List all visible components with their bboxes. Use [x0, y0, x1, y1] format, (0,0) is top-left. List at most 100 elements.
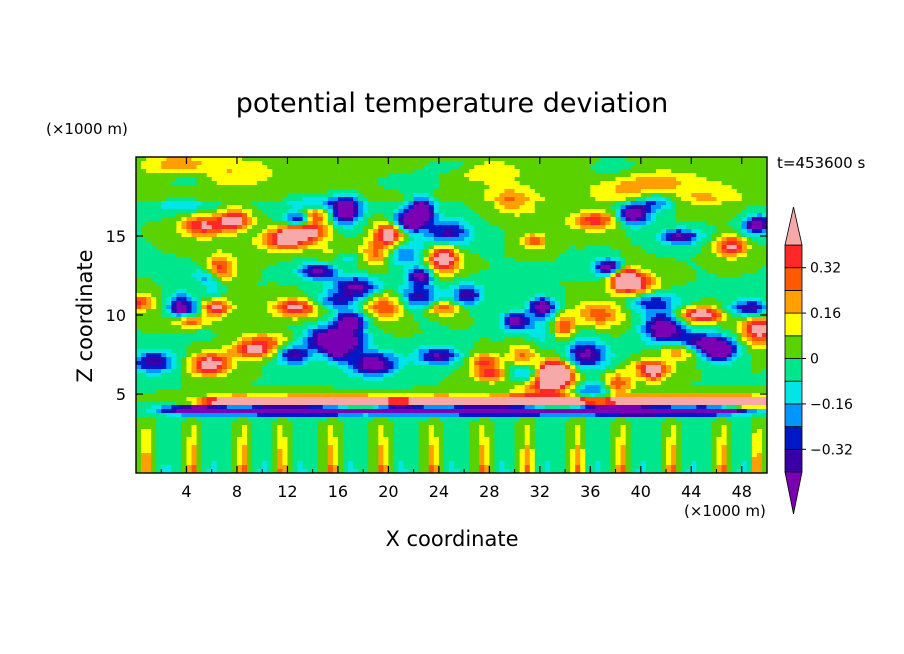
field-cell — [267, 177, 273, 182]
field-cell — [560, 241, 566, 246]
field-cell — [322, 241, 329, 246]
field-cell — [358, 225, 364, 230]
field-cell — [141, 273, 147, 278]
field-cell — [272, 253, 278, 258]
field-cell — [307, 269, 314, 274]
field-cell — [353, 225, 359, 230]
field-cell — [287, 209, 293, 214]
field-cell — [332, 285, 339, 290]
field-cell — [615, 257, 622, 262]
field-cell — [186, 213, 192, 218]
field-cell — [378, 181, 384, 186]
field-cell — [539, 169, 546, 174]
field-cell — [231, 165, 238, 170]
field-cell — [226, 277, 233, 282]
field-cell — [348, 169, 354, 174]
field-cell — [292, 241, 298, 246]
field-cell — [176, 289, 182, 294]
field-cell — [196, 309, 203, 314]
field-cell — [681, 189, 687, 194]
field-cell — [565, 165, 571, 170]
field-cell — [196, 185, 203, 190]
field-cell — [221, 281, 228, 286]
field-cell — [332, 229, 339, 234]
field-cell — [469, 225, 475, 230]
field-cell — [655, 269, 662, 274]
field-cell — [257, 273, 263, 278]
field-cell — [761, 177, 767, 182]
field-cell — [378, 281, 384, 286]
field-cell — [524, 277, 531, 282]
field-cell — [423, 261, 430, 266]
field-cell — [206, 293, 213, 298]
field-cell — [171, 169, 177, 174]
field-cell — [731, 181, 738, 186]
field-cell — [216, 233, 223, 238]
field-cell — [438, 173, 445, 178]
field-cell — [746, 161, 753, 166]
field-cell — [221, 169, 228, 174]
field-cell — [418, 257, 425, 262]
field-cell — [363, 209, 369, 214]
field-cell — [408, 161, 415, 166]
field-cell — [454, 241, 460, 246]
field-cell — [706, 237, 712, 242]
field-cell — [554, 285, 561, 290]
field-cell — [474, 273, 480, 278]
field-cell — [201, 185, 208, 190]
field-cell — [489, 313, 495, 318]
field-cell — [226, 193, 233, 198]
field-cell — [302, 257, 309, 262]
field-cell — [686, 193, 692, 198]
field-cell — [413, 237, 420, 242]
field-cell — [337, 173, 344, 178]
field-cell — [660, 217, 667, 222]
field-cell — [554, 185, 561, 190]
field-cell — [701, 197, 707, 202]
field-cell — [454, 209, 460, 214]
field-cell — [176, 237, 182, 242]
field-cell — [605, 177, 611, 182]
field-cell — [524, 233, 531, 238]
field-cell — [691, 249, 697, 254]
field-cell — [580, 261, 586, 266]
field-cell — [691, 301, 697, 306]
field-cell — [277, 193, 283, 198]
field-cell — [519, 193, 526, 198]
field-cell — [383, 181, 389, 186]
field-cell — [277, 185, 283, 190]
field-cell — [292, 165, 298, 170]
field-cell — [292, 245, 298, 250]
field-cell — [489, 293, 495, 298]
field-cell — [640, 157, 647, 162]
field-cell — [716, 249, 722, 254]
field-cell — [358, 313, 364, 318]
field-cell — [590, 209, 596, 214]
field-cell — [751, 229, 758, 234]
field-cell — [413, 173, 420, 178]
field-cell — [620, 253, 627, 258]
field-cell — [751, 177, 758, 182]
field-cell — [625, 213, 632, 218]
field-cell — [221, 297, 228, 302]
field-cell — [686, 313, 692, 318]
field-cell — [711, 233, 717, 238]
field-cell — [681, 209, 687, 214]
field-cell — [625, 277, 632, 282]
field-cell — [428, 289, 435, 294]
field-cell — [191, 213, 197, 218]
field-cell — [489, 273, 495, 278]
field-cell — [489, 217, 495, 222]
field-cell — [494, 261, 500, 266]
field-cell — [534, 281, 541, 286]
field-cell — [272, 157, 278, 162]
field-cell — [731, 241, 738, 246]
field-cell — [403, 257, 409, 262]
field-cell — [383, 309, 389, 314]
field-cell — [242, 213, 248, 218]
field-cell — [398, 305, 404, 310]
field-cell — [474, 241, 480, 246]
field-cell — [696, 305, 702, 310]
field-cell — [756, 217, 763, 222]
field-cell — [302, 189, 309, 194]
